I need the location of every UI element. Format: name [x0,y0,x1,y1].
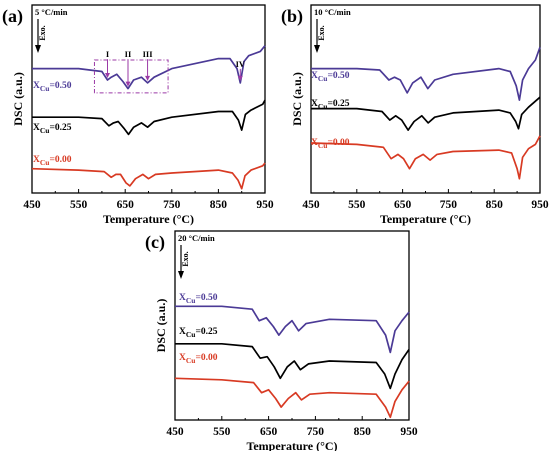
x-tick-label: 650 [260,426,278,438]
x-tick-label: 950 [400,426,418,438]
panel-1: 450 550 650 750 850 950 Temperature (°C) DSC (a… [2,4,274,226]
series-label: XCu=0.25 [311,99,350,111]
series-label: XCu=0.50 [33,81,72,93]
series-line [311,46,541,101]
series-line [311,96,541,131]
panel-label: (b) [281,6,303,27]
panel-2: 450 550 650 750 850 950 Temperature (°C) DSC (a… [281,4,549,226]
x-tick-label: 750 [440,199,458,211]
heating-rate-label: 10 °C/min [314,7,351,17]
heating-rate-label: 5 °C/min [35,7,68,17]
peak-marker-arrowhead [104,73,110,79]
panel-3: 450 550 650 750 850 950 Temperature (°C) DSC (a… [145,230,418,451]
x-axis-label: Temperature (°C) [246,439,337,451]
series-line [175,305,410,354]
x-axis-label: Temperature (°C) [103,212,194,226]
y-axis-label: DSC (a.u.) [11,72,25,126]
x-tick-label: 750 [307,426,325,438]
series-line [31,162,266,190]
x-tick-label: 650 [117,199,135,211]
x-tick-label: 450 [23,199,41,211]
series-line [32,99,266,136]
panel-label: (c) [145,232,165,253]
series-label: XCu=0.00 [311,138,350,150]
x-tick-label: 750 [163,199,181,211]
series-label: XCu=0.00 [179,353,218,365]
exo-arrowhead [314,45,320,53]
exo-arrowhead [178,271,184,279]
exo-label: Exo. [317,25,326,40]
x-tick-label: 850 [210,199,228,211]
peak-annotation-label: I [106,49,110,59]
series-label: XCu=0.25 [33,123,72,135]
exo-arrowhead [35,45,41,53]
x-tick-label: 850 [354,426,372,438]
exo-label: Exo. [181,251,190,266]
y-axis-label: DSC (a.u.) [154,299,168,353]
peak-annotation-label: II [125,49,132,59]
series-line [175,342,410,390]
series-line [310,135,541,180]
exo-label: Exo. [38,25,47,40]
panel-label: (a) [2,6,23,27]
x-tick-label: 550 [348,199,366,211]
series-label: XCu=0.25 [179,327,218,339]
x-tick-label: 550 [213,426,231,438]
heating-rate-label: 20 °C/min [178,233,215,243]
y-axis-label: DSC (a.u.) [290,72,304,126]
x-axis-label: Temperature (°C) [380,212,471,226]
peak-region-box [93,59,169,94]
x-tick-label: 950 [256,199,274,211]
x-tick-label: 450 [302,199,320,211]
series-line [174,377,410,419]
peak-annotation-label: III [143,49,154,59]
series-label: XCu=0.50 [311,71,350,83]
series-line [32,45,266,90]
series-label: XCu=0.50 [179,293,218,305]
x-tick-label: 950 [531,199,549,211]
x-tick-label: 650 [394,199,412,211]
x-tick-label: 450 [166,426,184,438]
peak-annotation-label: IV [236,59,246,69]
peak-marker-arrowhead [125,81,131,87]
peak-marker-arrowhead [145,75,151,81]
peak-marker-arrowhead [237,75,243,81]
series-label: XCu=0.00 [33,155,72,167]
x-tick-label: 850 [486,199,504,211]
plot-frame [174,230,410,421]
x-tick-label: 550 [70,199,88,211]
